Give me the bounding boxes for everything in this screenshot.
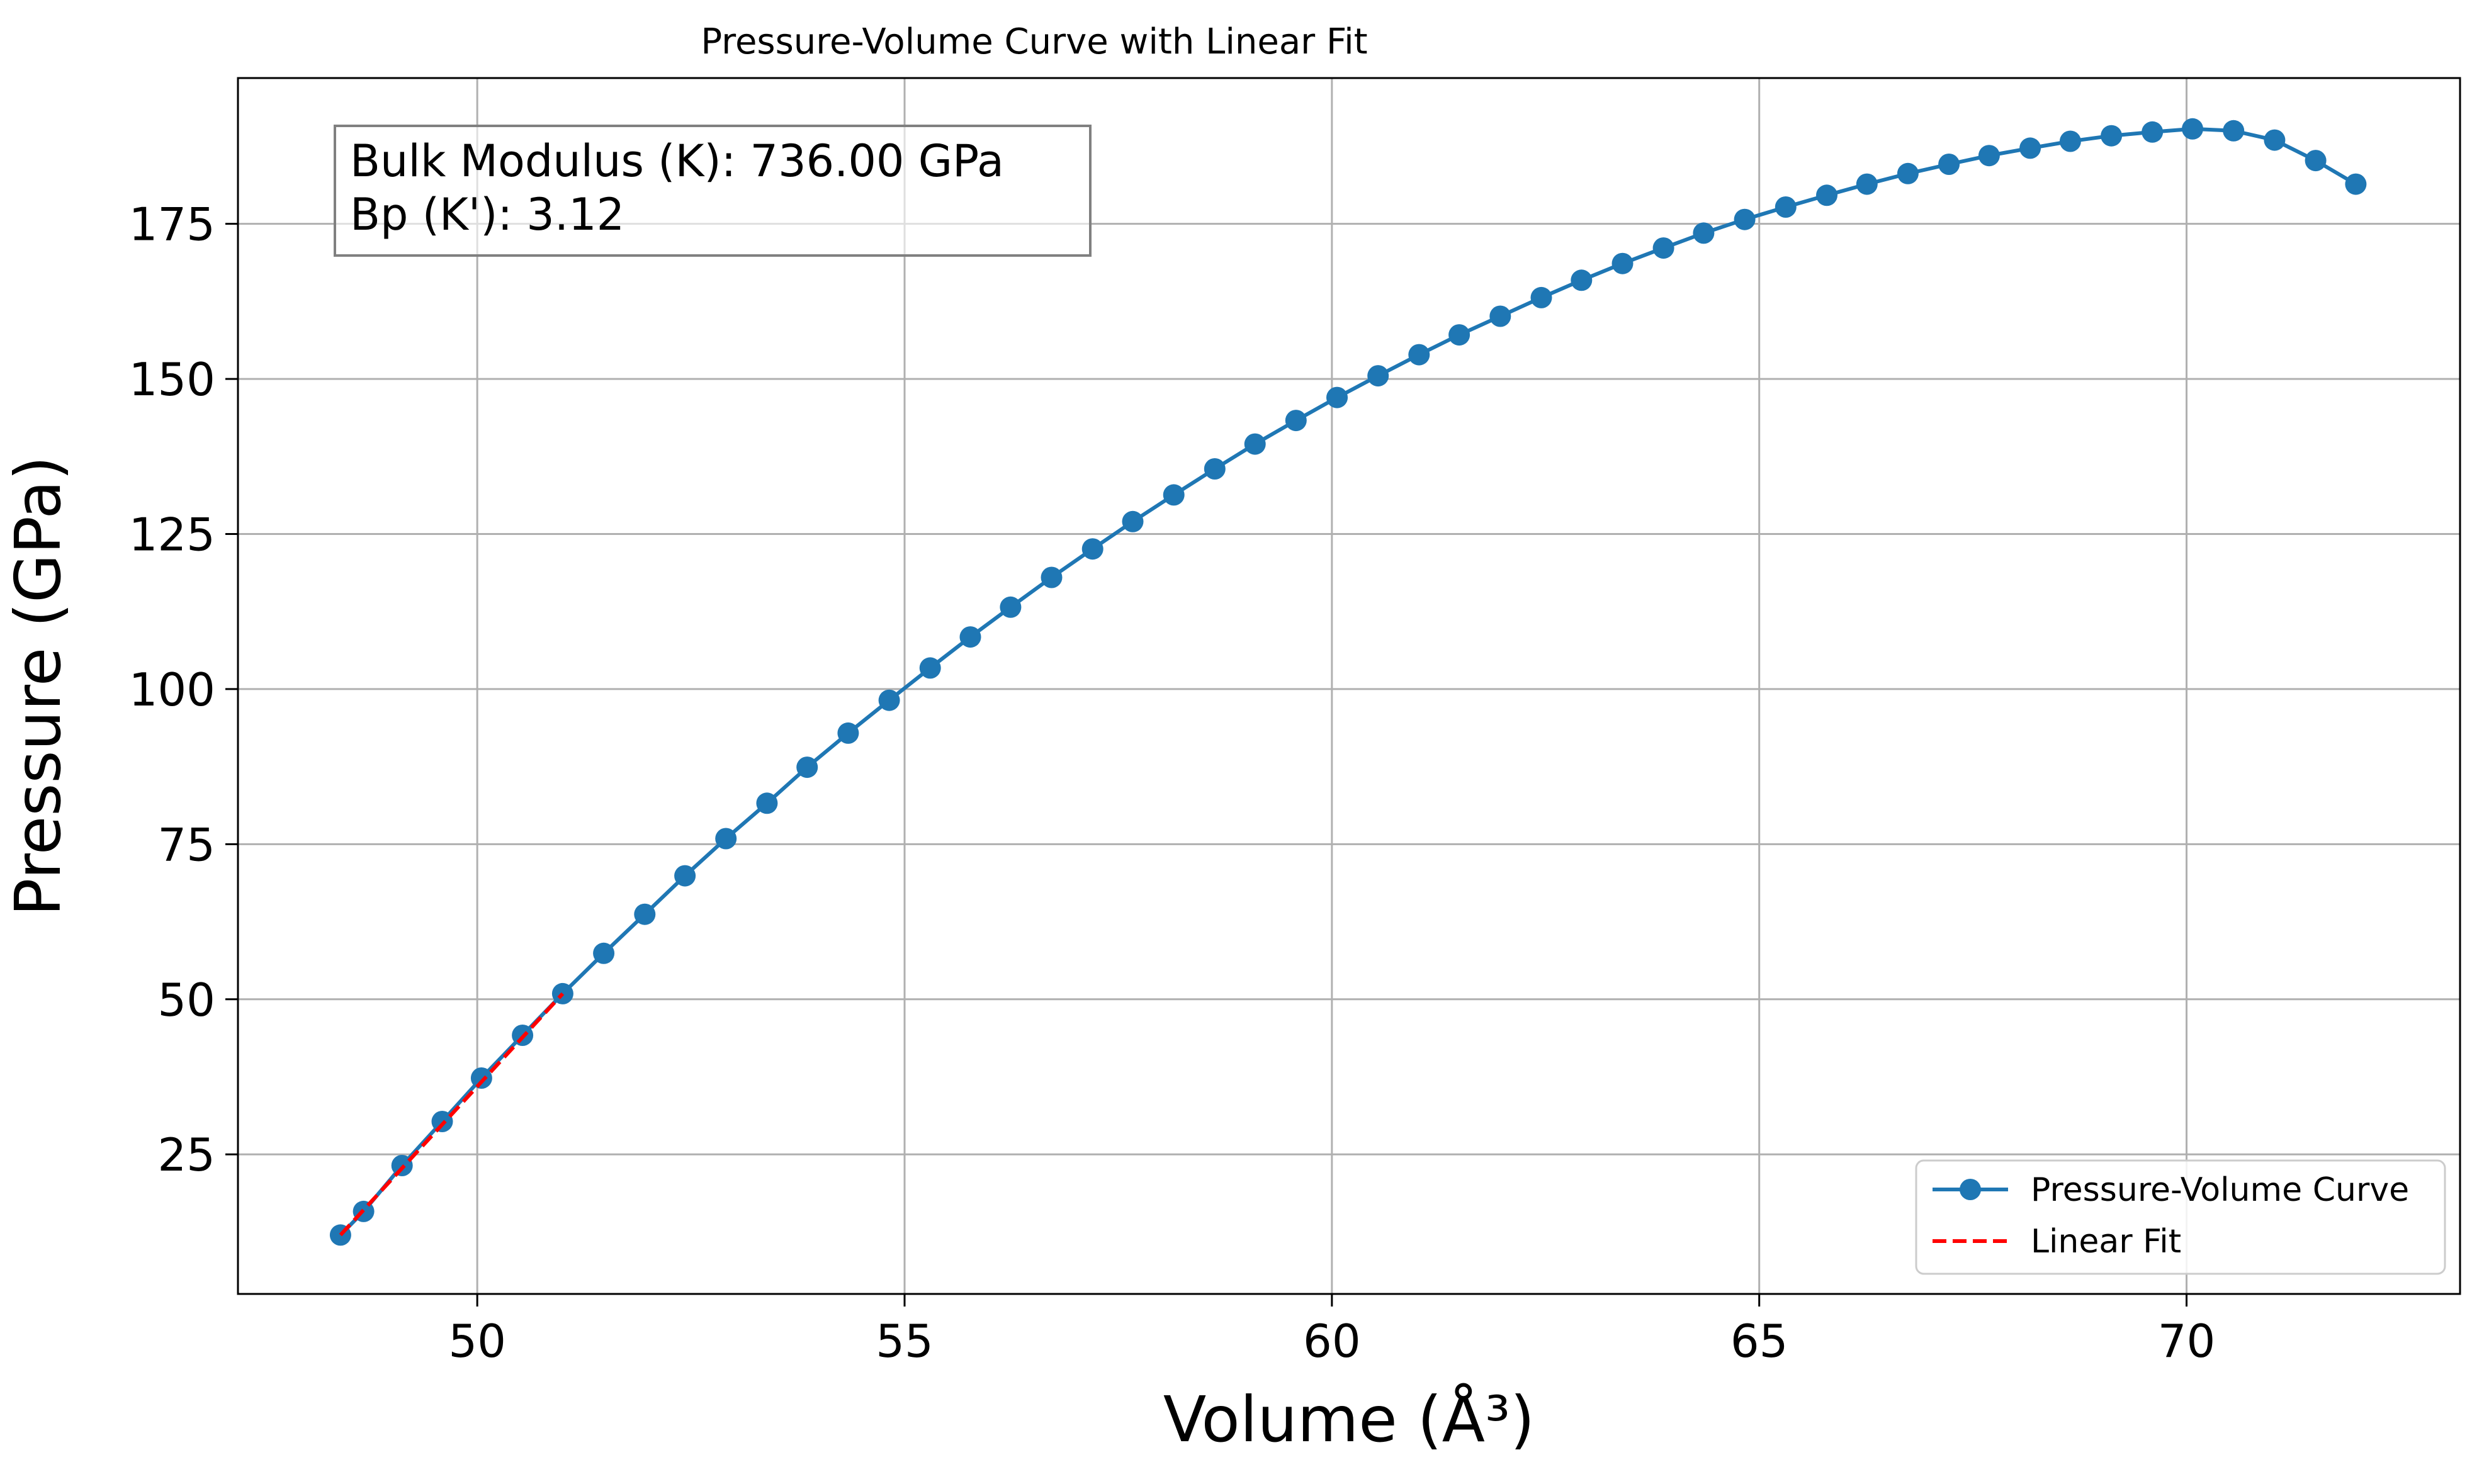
curve-point	[1326, 386, 1348, 408]
x-axis-label: Volume (Å³)	[1163, 1382, 1535, 1456]
curve-point	[2142, 121, 2164, 143]
annotation-bp: Bp (K'): 3.12	[350, 189, 624, 240]
curve-point	[2223, 120, 2245, 142]
curve-point	[1041, 566, 1063, 588]
curve-point	[2019, 137, 2041, 159]
chart-title: Pressure-Volume Curve with Linear Fit	[701, 21, 1367, 62]
curve-point	[2101, 125, 2123, 147]
x-tick-label: 70	[2158, 1315, 2216, 1368]
curve-point	[878, 689, 900, 711]
y-tick-label: 175	[129, 198, 215, 251]
curve-point	[2182, 118, 2203, 140]
legend-label-fit: Linear Fit	[2031, 1223, 2181, 1261]
curve-point	[2059, 130, 2081, 152]
curve-point	[1693, 222, 1715, 244]
curve-point	[1367, 365, 1389, 387]
y-tick-label: 100	[129, 663, 215, 716]
legend-label-curve: Pressure-Volume Curve	[2031, 1171, 2409, 1209]
curve-point	[919, 657, 941, 679]
curve-point	[1489, 305, 1511, 327]
curve-point	[2264, 129, 2286, 151]
y-tick-label: 50	[157, 974, 215, 1026]
curve-point	[1408, 344, 1430, 366]
legend-frame	[1915, 1159, 2446, 1275]
legend: Pressure-Volume Curve Linear Fit	[1915, 1159, 2446, 1275]
y-tick-label: 150	[129, 353, 215, 406]
x-tick-label: 65	[1730, 1315, 1788, 1368]
x-tick-label: 50	[448, 1315, 506, 1368]
curve-point	[715, 828, 737, 850]
curve-point	[1448, 324, 1470, 346]
curve-point	[2305, 150, 2327, 172]
y-tick-label: 125	[129, 509, 215, 561]
curve-point	[1571, 269, 1593, 291]
curve-point	[1938, 154, 1960, 175]
curve-point	[1611, 252, 1634, 274]
curve-point	[431, 1111, 453, 1132]
curve-point	[1530, 286, 1552, 308]
curve-point	[1897, 162, 1919, 184]
annotation-frame	[334, 125, 1092, 257]
curve-point	[1122, 510, 1144, 532]
annotation-bulk-modulus: Bulk Modulus (K): 736.00 GPa	[350, 135, 1004, 187]
x-tick-label: 55	[876, 1315, 934, 1368]
grid-lines	[238, 78, 2460, 1294]
curve-point	[1163, 484, 1185, 506]
axis-ticks: 50 55 60 65 70 25 50 75 100 125 150 175	[129, 198, 2216, 1368]
curve-point	[674, 865, 696, 887]
legend-curve-marker	[1960, 1179, 1981, 1200]
curve-series	[329, 118, 2367, 1246]
curve-point	[1204, 458, 1226, 480]
plot-frame	[237, 77, 2461, 1295]
fit-line	[339, 992, 565, 1237]
curve-point	[1856, 173, 1878, 195]
curve-point	[1775, 196, 1797, 218]
curve-point	[1081, 538, 1103, 560]
curve-point	[756, 792, 778, 814]
curve-point	[1244, 433, 1266, 455]
curve-point	[634, 903, 656, 925]
curve-point	[1285, 410, 1307, 432]
curve-point	[959, 626, 981, 648]
curve-point	[1734, 208, 1756, 230]
curve-point	[1000, 596, 1022, 618]
curve-point	[2345, 173, 2367, 195]
curve-point	[837, 722, 859, 744]
y-tick-label: 75	[157, 818, 215, 871]
curve-point	[593, 942, 615, 964]
curve-point	[1652, 237, 1674, 259]
curve-point	[1978, 145, 2000, 167]
curve-point	[796, 756, 818, 779]
x-tick-label: 60	[1303, 1315, 1361, 1368]
annotation-box: Bulk Modulus (K): 736.00 GPa Bp (K'): 3.…	[334, 125, 1092, 257]
y-axis-label: Pressure (GPa)	[1, 456, 75, 916]
curve-point	[1816, 184, 1837, 206]
y-tick-label: 25	[157, 1128, 215, 1181]
curve-point	[470, 1067, 492, 1089]
